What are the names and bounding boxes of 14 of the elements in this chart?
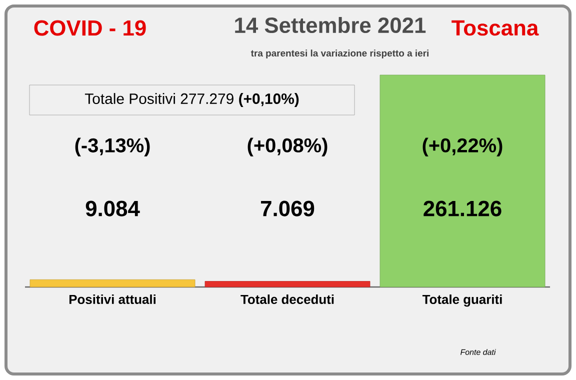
- annotation: (-3,13%): [75, 138, 150, 156]
- data-label: 261.126: [424, 200, 502, 216]
- text: Toscana: [452, 20, 539, 36]
- chart-title: 14 Settembre 2021: [235, 16, 426, 34]
- data-label: 9.084: [86, 200, 140, 216]
- annotation: Totale Positivi 277.279 (+0,10%): [84, 93, 299, 107]
- text: COVID - 19: [34, 20, 146, 36]
- x-tick-label: Positivi attuali: [69, 294, 156, 304]
- x-tick-label: Totale deceduti: [240, 294, 334, 304]
- x-tick-label: Totale guariti: [422, 294, 502, 307]
- data-label: 7.069: [261, 200, 314, 216]
- annotation: (+0,22%): [422, 138, 502, 156]
- annotation: (+0,08%): [248, 138, 328, 156]
- chart-subtitle: tra parentesi la variazione rispetto a ieri: [250, 50, 428, 58]
